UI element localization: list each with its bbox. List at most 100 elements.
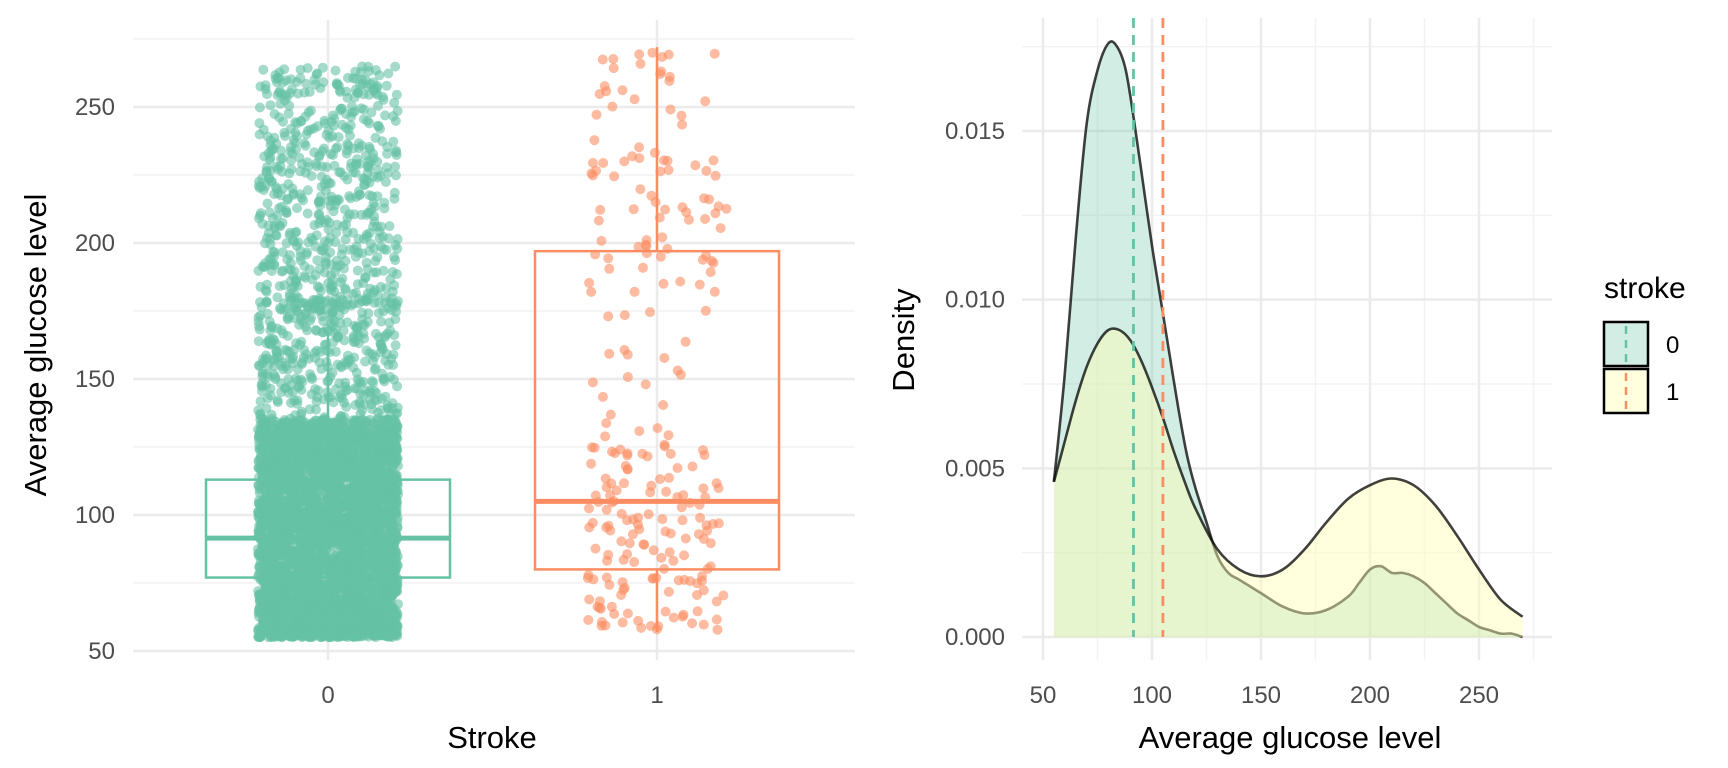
data-point [261, 286, 272, 297]
data-point [259, 499, 270, 510]
data-point [709, 48, 720, 59]
data-point [355, 457, 366, 468]
data-point [259, 577, 270, 588]
data-point [306, 543, 316, 554]
data-point [391, 89, 402, 100]
data-point [607, 101, 618, 112]
data-point [295, 246, 306, 256]
data-point [366, 107, 377, 118]
data-point [368, 623, 379, 634]
data-point [303, 237, 314, 248]
data-point [351, 159, 362, 170]
data-point [292, 468, 303, 479]
data-point [705, 267, 716, 278]
data-point [646, 480, 657, 491]
data-point [347, 523, 358, 533]
data-point [367, 611, 378, 622]
data-point [283, 442, 293, 453]
data-point [269, 109, 280, 119]
data-point [356, 209, 367, 220]
data-point [257, 615, 268, 626]
data-point [373, 509, 383, 519]
data-point [311, 605, 322, 615]
data-point [265, 166, 276, 176]
data-point [258, 261, 269, 272]
data-point [292, 203, 302, 214]
data-point [387, 446, 398, 457]
data-point [349, 484, 360, 495]
data-point [268, 246, 279, 257]
data-point [370, 256, 381, 267]
data-point [274, 67, 285, 78]
data-point [371, 452, 382, 463]
data-point [370, 422, 381, 433]
data-point [381, 563, 392, 574]
data-point [389, 330, 400, 341]
data-point [262, 353, 272, 364]
data-point [350, 611, 361, 621]
data-point [342, 174, 353, 185]
data-point [304, 86, 315, 97]
data-point [325, 309, 336, 320]
data-point [656, 552, 667, 563]
data-point [587, 442, 597, 453]
data-point [363, 454, 374, 465]
data-point [294, 491, 304, 502]
data-point [305, 369, 316, 380]
data-point [265, 483, 276, 494]
data-point [392, 622, 403, 633]
data-point [645, 307, 655, 318]
data-point [385, 525, 396, 536]
data-point [272, 210, 283, 221]
data-point [290, 275, 301, 285]
data-point [344, 209, 355, 220]
data-point [332, 439, 343, 450]
data-point [345, 588, 356, 599]
data-point [261, 403, 272, 414]
data-point [700, 96, 711, 107]
data-point [648, 545, 659, 556]
data-point [276, 360, 287, 371]
data-point [306, 171, 317, 181]
data-point [262, 198, 273, 209]
data-point [275, 98, 286, 109]
data-point [341, 470, 352, 481]
data-point [286, 84, 297, 95]
data-point [391, 150, 402, 160]
data-point [296, 357, 307, 368]
data-point [332, 219, 343, 230]
data-point [288, 351, 298, 362]
data-point [330, 65, 341, 76]
data-point [269, 441, 280, 452]
data-point [381, 80, 392, 91]
data-point [312, 255, 323, 266]
data-point [256, 593, 267, 604]
data-point [309, 425, 320, 436]
data-point [269, 132, 280, 143]
data-point [362, 115, 373, 126]
data-point [277, 166, 288, 177]
data-point [291, 131, 302, 142]
data-point [257, 173, 268, 184]
data-point [317, 435, 328, 446]
data-point [356, 583, 367, 594]
data-point [316, 181, 327, 192]
data-point [287, 386, 298, 397]
data-point [260, 461, 271, 472]
data-point [350, 400, 361, 410]
data-point [392, 489, 403, 500]
data-point [365, 157, 376, 168]
data-point [332, 628, 343, 639]
data-point [260, 512, 271, 523]
data-point [325, 232, 336, 243]
data-point [608, 63, 619, 74]
data-point [346, 300, 357, 311]
data-point [356, 378, 366, 389]
data-point [324, 347, 335, 358]
data-point [268, 507, 279, 518]
data-point [304, 457, 315, 468]
data-point [310, 384, 321, 395]
data-point [311, 404, 321, 415]
data-point [306, 436, 317, 447]
